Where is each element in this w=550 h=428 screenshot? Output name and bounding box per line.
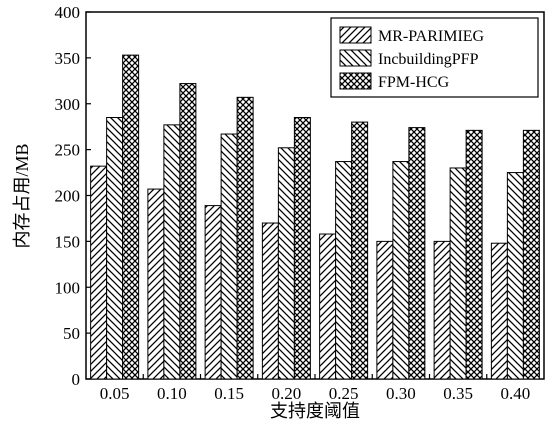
bar [351,121,369,380]
x-tick-label: 0.20 [272,384,302,403]
legend-swatch [339,72,372,90]
bar [277,147,295,380]
y-tick-label: 250 [55,141,81,160]
legend-label: FPM-HCG [378,74,450,91]
x-tick-label: 0.25 [329,384,359,403]
legend-swatch [339,26,372,44]
y-axis-ticks: 0 50 100 150 200 250 300 350 400 [55,3,91,389]
y-tick-label: 100 [55,278,81,297]
y-axis-title: 内存占用/MB [12,143,32,248]
bar [408,127,426,380]
y-tick-label: 400 [55,3,81,22]
legend-entry: MR-PARIMIEG [339,26,485,45]
bar [179,83,197,380]
y-tick-label: 0 [72,370,81,389]
bar [465,129,483,380]
bar [220,133,238,380]
x-tick-label: 0.10 [157,384,187,403]
bar [376,240,394,380]
x-axis-title: 支持度阈值 [270,401,360,421]
bar [293,117,311,380]
bar [449,167,467,380]
x-tick-label: 0.15 [214,384,244,403]
bar [163,124,181,380]
bar [319,233,337,380]
y-tick-label: 50 [63,324,80,343]
bar [106,117,124,380]
y-tick-label: 300 [55,95,81,114]
y-tick-label: 350 [55,49,81,68]
x-tick-label: 0.30 [386,384,416,403]
plot-area: 0 50 100 150 200 250 300 350 400 0.05 0.10 0.15 0.2… [55,3,545,403]
bar [261,222,279,380]
bar [122,54,140,380]
bar [90,165,108,380]
legend: MR-PARIMIEG IncbuildingPFP FPM-HCG [330,17,539,98]
bar [335,161,353,380]
bar [204,205,222,380]
bar [147,188,165,380]
x-tick-label: 0.35 [443,384,473,403]
legend-swatch [339,49,372,67]
legend-entry: FPM-HCG [339,72,450,91]
legend-label: MR-PARIMIEG [378,28,485,45]
bar [236,96,254,380]
bar [522,129,540,380]
bars-group [90,54,540,380]
legend-entry: IncbuildingPFP [339,49,479,68]
bar [490,242,508,380]
y-tick-label: 150 [55,232,81,251]
x-axis-ticks: 0.05 0.10 0.15 0.20 0.25 0.30 0.35 0.40 [100,374,531,403]
bar [506,172,524,380]
bar [392,161,410,380]
x-tick-label: 0.05 [100,384,130,403]
x-tick-label: 0.40 [501,384,531,403]
y-tick-label: 200 [55,187,81,206]
bar [433,240,451,380]
legend-label: IncbuildingPFP [378,51,479,68]
